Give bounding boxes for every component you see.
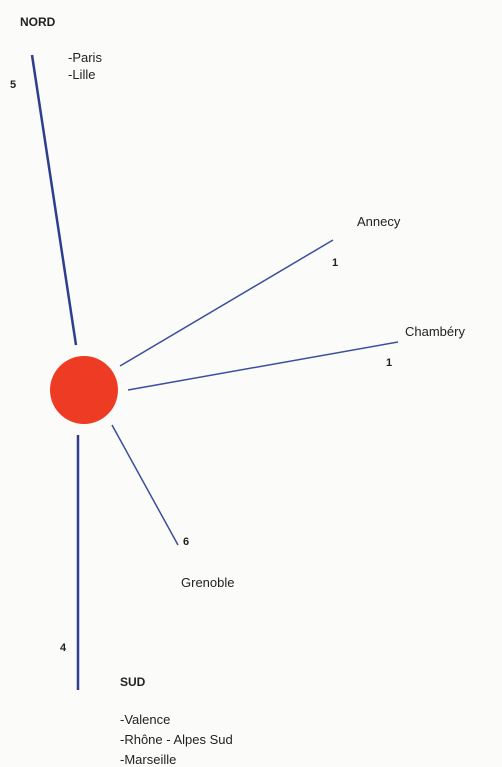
node-item: -Lille <box>68 67 95 82</box>
node-item: -Marseille <box>120 752 176 767</box>
node-label: Chambéry <box>405 324 465 339</box>
spoke-annecy <box>119 239 334 367</box>
node-label: Grenoble <box>181 575 234 590</box>
node-item: -Paris <box>68 50 102 65</box>
node-count: 5 <box>10 79 16 91</box>
node-label: NORD <box>20 15 56 29</box>
node-label: Annecy <box>357 214 401 229</box>
node-item: -Valence <box>120 712 170 727</box>
hub <box>50 356 118 424</box>
spoke-grenoble <box>111 424 179 546</box>
node-count: 6 <box>183 536 189 548</box>
node-item: -Rhône - Alpes Sud <box>120 732 233 747</box>
node-count: 1 <box>386 357 392 369</box>
node-count: 1 <box>332 257 338 269</box>
node-count: 4 <box>60 642 67 654</box>
node-label: SUD <box>120 675 146 689</box>
spoke-chambery <box>127 341 399 391</box>
spoke-nord <box>30 54 78 346</box>
